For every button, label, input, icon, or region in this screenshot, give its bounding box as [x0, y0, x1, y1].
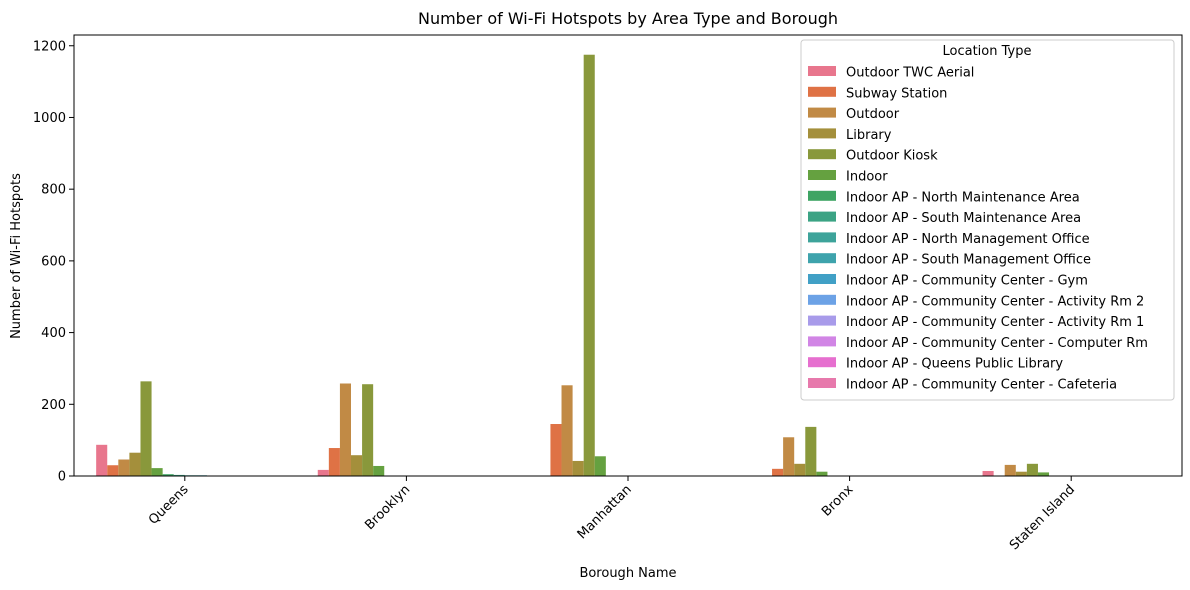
legend-swatch — [808, 107, 836, 118]
legend-label: Indoor AP - North Management Office — [846, 232, 1090, 247]
x-tick-label-brooklyn: Brooklyn — [362, 482, 413, 533]
bar-brooklyn-4 — [362, 384, 374, 476]
x-axis-label: Borough Name — [579, 566, 676, 581]
y-tick-label: 0 — [58, 470, 66, 485]
y-tick-label: 1000 — [33, 111, 66, 126]
legend-swatch — [808, 274, 836, 284]
bar-staten-island-5 — [1037, 472, 1050, 476]
legend-label: Outdoor Kiosk — [846, 149, 938, 164]
bar-queens-6 — [162, 474, 174, 476]
bar-staten-island-4 — [1026, 463, 1038, 476]
x-tick-label-queens: Queens — [146, 482, 192, 528]
bar-manhattan-5 — [594, 456, 606, 476]
bar-bronx-2 — [783, 437, 795, 476]
legend-label: Indoor AP - South Maintenance Area — [846, 211, 1081, 226]
bar-brooklyn-2 — [339, 383, 351, 476]
x-tick-label-bronx: Bronx — [819, 482, 857, 520]
legend-swatch — [808, 315, 836, 326]
legend-swatch — [808, 211, 836, 222]
y-tick-label: 200 — [41, 398, 66, 413]
bar-queens-3 — [129, 452, 141, 476]
legend-label: Indoor — [846, 170, 888, 185]
legend: Location Type Outdoor TWC Aerial Subway S… — [800, 39, 1175, 401]
legend-label: Indoor AP - North Maintenance Area — [846, 190, 1080, 205]
bar-brooklyn-3 — [351, 455, 363, 476]
legend-frame — [800, 39, 1175, 401]
legend-label: Subway Station — [846, 86, 947, 101]
legend-label: Indoor AP - South Management Office — [846, 253, 1091, 268]
bar-queens-5 — [151, 468, 163, 476]
legend-swatch — [808, 86, 836, 97]
y-axis-ticks: 0 200 400 600 800 1000 1200 — [33, 39, 74, 485]
bar-bronx-1 — [772, 468, 784, 476]
x-axis-ticks: Queens Brooklyn Manhattan Bronx Staten Islan… — [146, 476, 1078, 553]
plot-frame — [73, 34, 1183, 477]
legend-label: Indoor AP - Community Center - Computer … — [846, 336, 1148, 351]
y-tick-label: 800 — [41, 183, 66, 198]
legend-label: Indoor AP - Community Center - Activity … — [846, 315, 1144, 330]
bar-staten-island-2 — [1004, 464, 1016, 476]
bar-brooklyn-5 — [373, 465, 385, 476]
bar-bronx-3 — [794, 463, 806, 476]
legend-swatch — [808, 378, 836, 388]
legend-label: Outdoor TWC Aerial — [846, 66, 974, 81]
chart-title: Number of Wi-Fi Hotspots by Area Type an… — [418, 9, 838, 28]
legend-swatch — [808, 66, 836, 76]
legend-label: Library — [846, 128, 892, 143]
bar-bronx-4 — [805, 426, 817, 476]
legend-label: Indoor AP - Queens Public Library — [846, 357, 1063, 372]
legend-label: Indoor AP - Community Center - Cafeteria — [846, 378, 1117, 393]
bar-brooklyn-0 — [317, 469, 329, 476]
bar-staten-island-3 — [1015, 471, 1027, 476]
x-tick-label-staten-island: Staten Island — [1007, 482, 1078, 553]
legend-label: Indoor AP - Community Center - Gym — [846, 274, 1088, 289]
bar-queens-1 — [107, 465, 119, 476]
y-tick-label: 1200 — [33, 39, 66, 54]
bar-bronx-5 — [816, 471, 828, 476]
legend-title: Location Type — [943, 44, 1032, 59]
legend-swatch — [808, 232, 836, 243]
bar-manhattan-3 — [572, 460, 584, 476]
legend-swatch — [808, 128, 836, 139]
bar-manhattan-4 — [583, 54, 595, 476]
y-tick-label: 400 — [41, 326, 66, 341]
legend-swatch — [808, 170, 836, 180]
x-tick-label-manhattan: Manhattan — [575, 482, 635, 542]
bar-brooklyn-1 — [328, 448, 340, 476]
legend-swatch — [808, 357, 836, 368]
bar-queens-4 — [140, 381, 152, 476]
bar-queens-0 — [96, 444, 108, 476]
bar-manhattan-1 — [550, 424, 562, 476]
legend-swatch — [808, 190, 836, 201]
bar-queens-2 — [118, 459, 130, 476]
legend-swatch — [808, 149, 836, 160]
legend-label: Indoor AP - Community Center - Activity … — [846, 294, 1144, 309]
legend-swatch — [808, 294, 836, 305]
legend-swatch — [808, 336, 836, 347]
y-axis-label: Number of Wi-Fi Hotspots — [9, 173, 24, 339]
bars-group — [96, 54, 1050, 476]
bar-staten-island-0 — [982, 470, 994, 476]
bar-queens-7 — [173, 474, 185, 476]
legend-label: Outdoor — [846, 107, 900, 122]
bar-manhattan-2 — [561, 385, 573, 476]
y-tick-label: 600 — [41, 254, 66, 269]
legend-swatch — [808, 253, 836, 264]
